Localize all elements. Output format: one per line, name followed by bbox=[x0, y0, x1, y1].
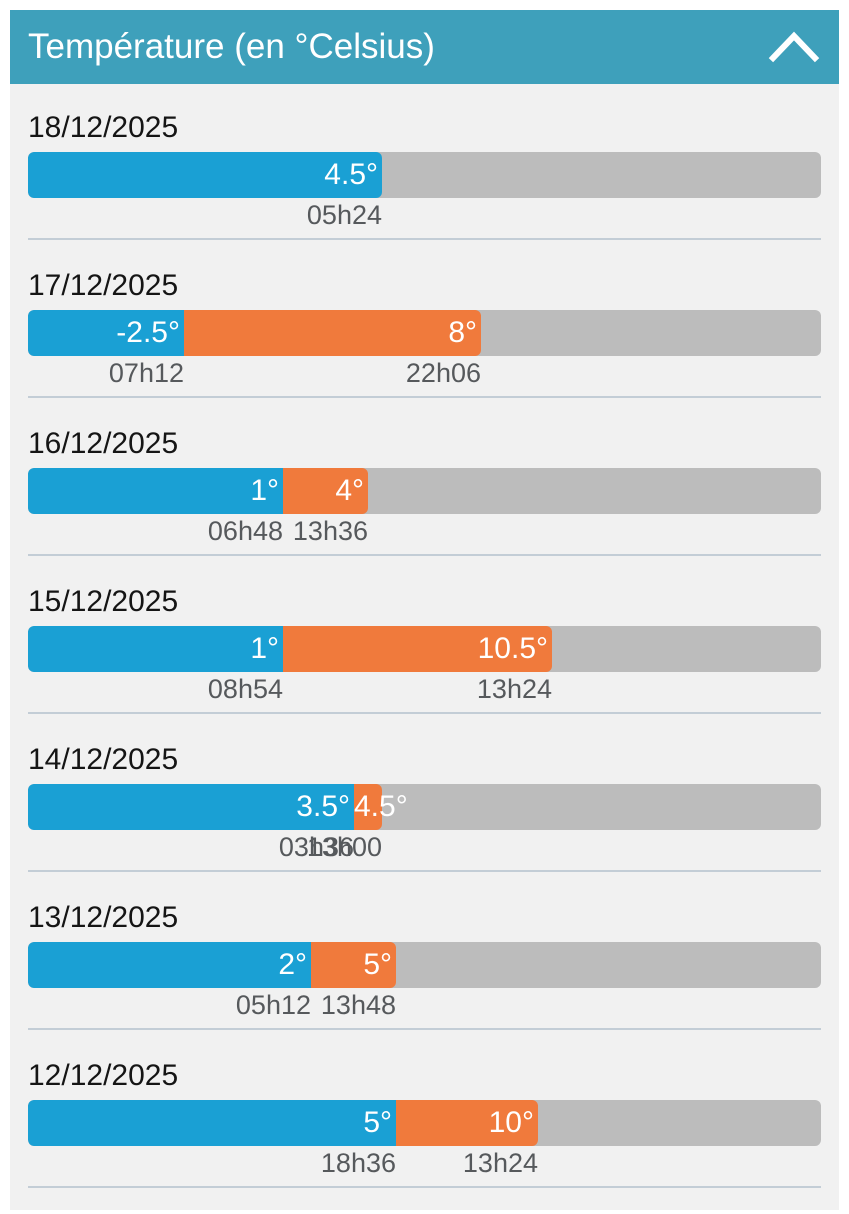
min-temp-time: 06h48 bbox=[207, 516, 283, 546]
max-temp-time: 13h36 bbox=[292, 516, 368, 546]
row-divider bbox=[28, 396, 821, 398]
max-temp-time: 22h06 bbox=[405, 358, 481, 388]
max-temp-time: 13h24 bbox=[462, 1148, 538, 1178]
temperature-track: 1° 4° bbox=[28, 468, 821, 514]
max-temp-bar: 8° bbox=[184, 310, 481, 356]
day-row: 12/12/2025 5° 10° 18h36 13h24 bbox=[28, 1056, 821, 1214]
day-row: 13/12/2025 2° 5° 05h12 13h48 bbox=[28, 898, 821, 1056]
max-temp-bar: 4.5° bbox=[354, 784, 408, 830]
row-divider bbox=[28, 712, 821, 714]
max-temp-bar: 4° bbox=[283, 468, 368, 514]
min-temp-time: 03h36 bbox=[278, 832, 354, 862]
min-temp-bar: -2.5° bbox=[28, 310, 184, 356]
max-temp-bar: 10.5° bbox=[283, 626, 552, 672]
max-temp-time: 13h00 bbox=[306, 832, 382, 862]
row-divider bbox=[28, 1028, 821, 1030]
day-row: 14/12/2025 3.5° 4.5° 03h36 13h00 bbox=[28, 740, 821, 898]
max-temp-bar: 10° bbox=[396, 1100, 538, 1146]
min-temp-bar: 1° bbox=[28, 626, 283, 672]
max-temp-time: 13h48 bbox=[320, 990, 396, 1020]
min-temp-bar: 1° bbox=[28, 468, 283, 514]
collapse-button[interactable] bbox=[763, 16, 825, 78]
row-divider bbox=[28, 238, 821, 240]
temperature-track: 4.5° bbox=[28, 152, 821, 198]
min-temp-time: 05h12 bbox=[235, 990, 311, 1020]
day-date: 12/12/2025 bbox=[28, 1059, 179, 1092]
temperature-track: 2° 5° bbox=[28, 942, 821, 988]
temperature-track: 3.5° 4.5° bbox=[28, 784, 821, 830]
day-row: 18/12/2025 4.5° 05h24 bbox=[28, 108, 821, 266]
chevron-up-icon bbox=[768, 31, 820, 63]
max-temp-time: 13h24 bbox=[476, 674, 552, 704]
max-temp-bar: 5° bbox=[311, 942, 396, 988]
row-divider bbox=[28, 1186, 821, 1188]
day-row: 15/12/2025 1° 10.5° 08h54 13h24 bbox=[28, 582, 821, 740]
min-temp-bar: 3.5° bbox=[28, 784, 354, 830]
day-date: 17/12/2025 bbox=[28, 269, 179, 302]
min-temp-bar: 5° bbox=[28, 1100, 396, 1146]
temperature-track: 1° 10.5° bbox=[28, 626, 821, 672]
panel-header[interactable]: Température (en °Celsius) bbox=[10, 10, 839, 84]
min-temp-time: 08h54 bbox=[207, 674, 283, 704]
temperature-track: 5° 10° bbox=[28, 1100, 821, 1146]
temperature-panel: Température (en °Celsius) 18/12/2025 4.5°… bbox=[10, 10, 839, 1210]
min-temp-bar: 4.5° bbox=[28, 152, 382, 198]
min-temp-bar: 2° bbox=[28, 942, 311, 988]
day-date: 14/12/2025 bbox=[28, 743, 179, 776]
day-row: 16/12/2025 1° 4° 06h48 13h36 bbox=[28, 424, 821, 582]
day-date: 15/12/2025 bbox=[28, 585, 179, 618]
day-date: 13/12/2025 bbox=[28, 901, 179, 934]
day-date: 16/12/2025 bbox=[28, 427, 179, 460]
row-divider bbox=[28, 870, 821, 872]
row-divider bbox=[28, 554, 821, 556]
min-temp-time: 18h36 bbox=[320, 1148, 396, 1178]
panel-title: Température (en °Celsius) bbox=[28, 27, 435, 66]
day-date: 18/12/2025 bbox=[28, 111, 179, 144]
min-temp-time: 05h24 bbox=[306, 200, 382, 230]
min-temp-time: 07h12 bbox=[108, 358, 184, 388]
day-row: 17/12/2025 -2.5° 8° 07h12 22h06 bbox=[28, 266, 821, 424]
temperature-track: -2.5° 8° bbox=[28, 310, 821, 356]
